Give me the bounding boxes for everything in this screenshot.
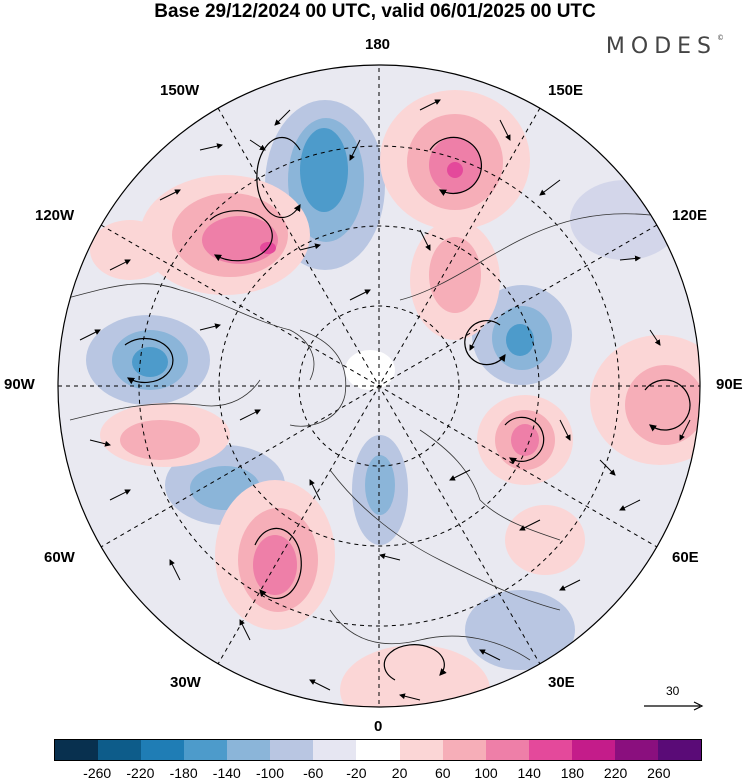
colorbar-tick-label: 140 <box>517 765 541 781</box>
reference-vector-arrow <box>644 701 704 711</box>
colorbar-tick-label: -60 <box>303 765 324 781</box>
colorbar-cell <box>657 740 701 760</box>
map-boundary <box>57 64 701 708</box>
colorbar-tick-label: 260 <box>647 765 671 781</box>
colorbar-tick-label: -20 <box>346 765 367 781</box>
lon-label-90e: 90E <box>716 376 743 393</box>
lon-label-120e: 120E <box>672 207 708 224</box>
circulation-arcs <box>124 136 691 681</box>
lon-label-90w: 90W <box>4 376 35 393</box>
lon-label-60e: 60E <box>672 549 699 566</box>
polar-map <box>57 64 701 708</box>
lon-label-30w: 30W <box>170 674 201 691</box>
brand-logo: MODES© <box>606 34 724 59</box>
anomaly-field <box>58 65 700 707</box>
colorbar-tick-label: 100 <box>474 765 498 781</box>
colorbar-tick-label: -180 <box>169 765 198 781</box>
colorbar-tick-label: 20 <box>391 765 408 781</box>
colorbar-tick-label: -260 <box>83 765 112 781</box>
colorbar-cell <box>55 740 99 760</box>
colorbar-cell <box>442 740 486 760</box>
colorbar-cell <box>98 740 142 760</box>
colorbar-tick-label: 180 <box>560 765 585 781</box>
colorbar-cell <box>614 740 658 760</box>
colorbar-ticks: -260 -220 -180 -140 -100 -60 -20 20 60 100 140 180 2… <box>0 765 750 783</box>
lon-label-180: 180 <box>365 36 391 53</box>
colorbar-cell <box>571 740 615 760</box>
lon-label-60w: 60W <box>44 549 75 566</box>
coastlines <box>59 213 651 661</box>
colorbar-cell <box>528 740 572 760</box>
colorbar-tick-label: -140 <box>212 765 241 781</box>
colorbar-cell <box>485 740 529 760</box>
graticule <box>58 65 700 707</box>
lon-label-120w: 120W <box>35 207 75 224</box>
lon-label-0: 0 <box>374 718 383 735</box>
reference-vector-label: 30 <box>666 684 680 698</box>
lon-label-30e: 30E <box>548 674 575 691</box>
colorbar-tick-label: -220 <box>126 765 155 781</box>
positive-anomalies <box>90 90 700 707</box>
colorbar-cell <box>227 740 271 760</box>
colorbar-tick-label: -100 <box>255 765 285 781</box>
lon-label-150w: 150W <box>160 82 200 99</box>
brand-mark: © <box>717 34 724 42</box>
colorbar-cell <box>399 740 443 760</box>
colorbar-cell <box>270 740 314 760</box>
brand-text: MODES <box>605 34 717 59</box>
page-title: Base 29/12/2024 00 UTC, valid 06/01/2025… <box>154 1 596 22</box>
colorbar-cell <box>313 740 357 760</box>
wind-vectors <box>79 99 691 701</box>
lon-label-150e: 150E <box>548 82 584 99</box>
colorbar-cell <box>141 740 185 760</box>
colorbar-tick-label: 220 <box>603 765 628 781</box>
colorbar-tick-label: 60 <box>435 765 451 781</box>
colorbar-cell <box>356 740 400 760</box>
colorbar-cell <box>184 740 228 760</box>
colorbar <box>54 739 702 761</box>
